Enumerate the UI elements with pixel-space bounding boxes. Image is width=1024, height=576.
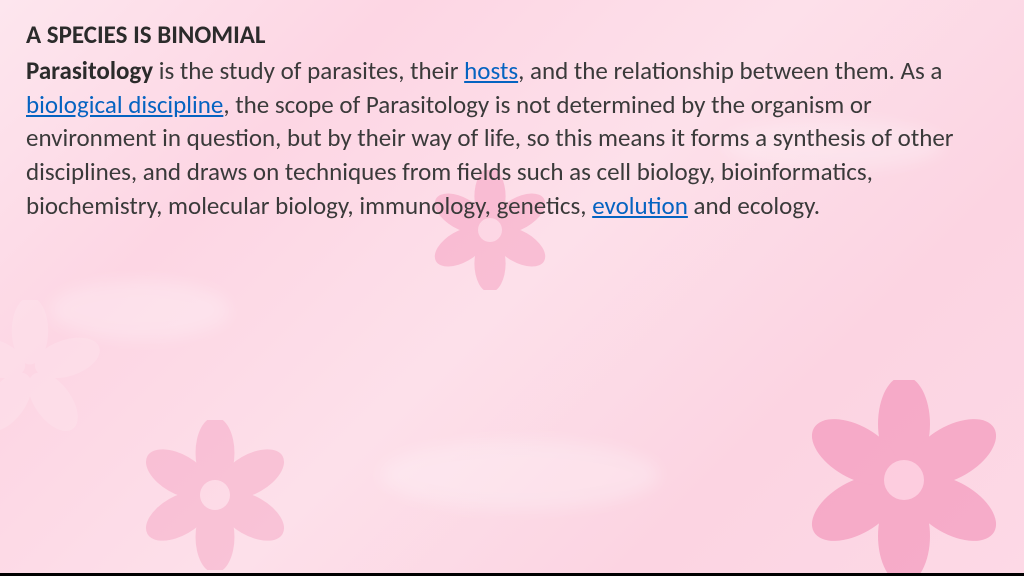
text-run: , and the relationship between them. As … xyxy=(518,55,942,86)
link-biological-discipline[interactable]: biological discipline xyxy=(26,89,223,120)
text-run: is the study of parasites, their xyxy=(153,55,464,86)
link-hosts[interactable]: hosts xyxy=(464,55,518,86)
slide-content: A SPECIES IS BINOMIAL Parasitology is th… xyxy=(0,0,1024,241)
slide-title: A SPECIES IS BINOMIAL xyxy=(26,18,998,52)
link-evolution[interactable]: evolution xyxy=(592,190,688,221)
bold-lead: Parasitology xyxy=(26,55,153,86)
text-run: and ecology. xyxy=(688,190,820,221)
flower-icon xyxy=(140,420,290,570)
slide-body: Parasitology is the study of parasites, … xyxy=(26,54,998,223)
flower-icon xyxy=(0,300,100,440)
flower-icon xyxy=(804,380,1004,573)
